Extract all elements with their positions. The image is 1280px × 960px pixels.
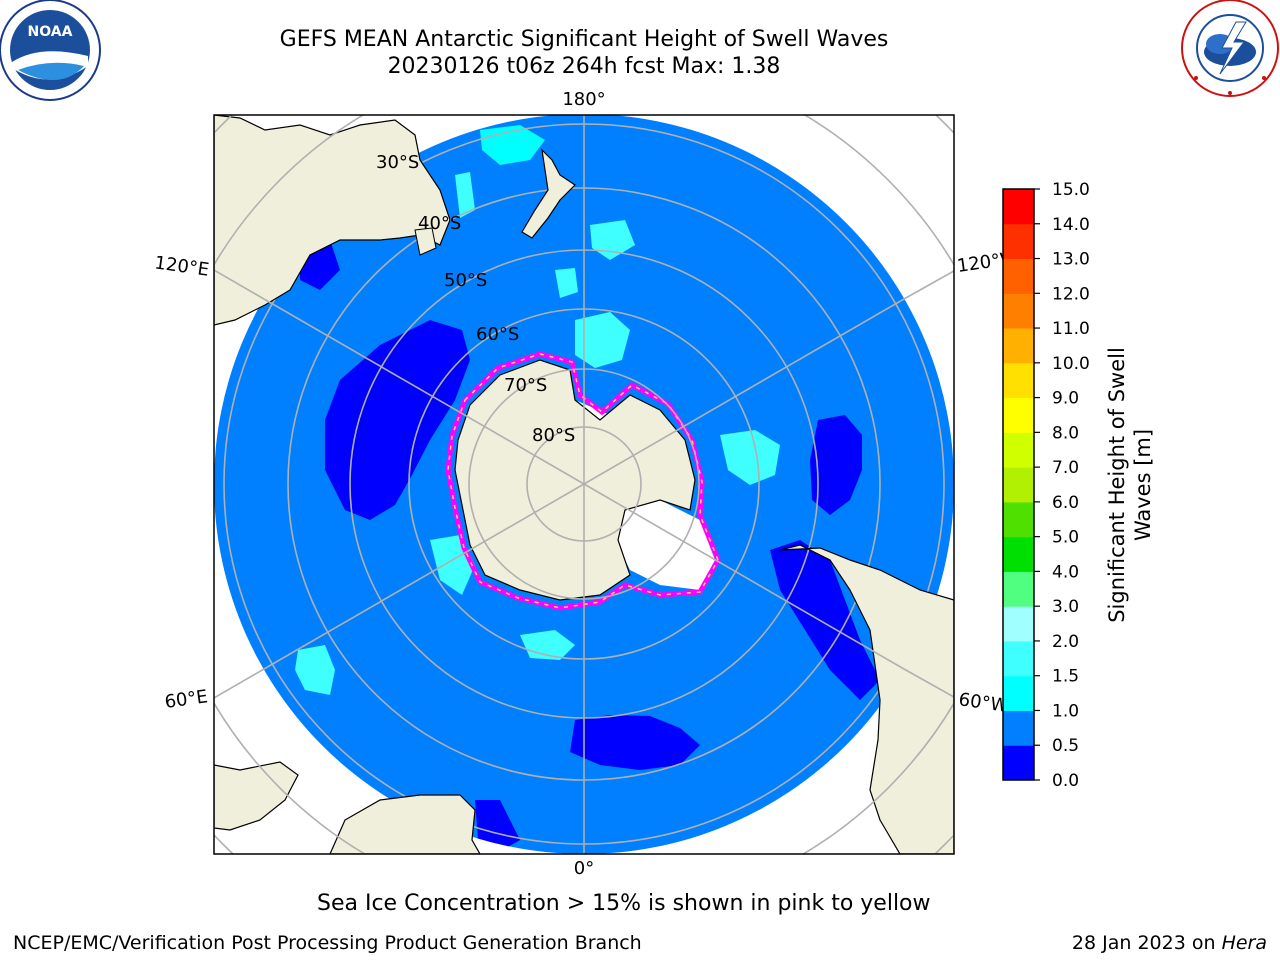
credit-text: NCEP/EMC/Verification Post Processing Pr… [13,932,642,954]
colorbar-label-line1: Significant Height of Swell [1105,347,1129,623]
colorbar-tick-label: 8.0 [1052,423,1079,443]
low-swell-atlantic [570,715,700,770]
nws-logo [1181,0,1279,97]
colorbar-segment [1003,223,1034,260]
new-zealand-land [521,148,576,239]
lon-label-0: 0° [574,858,594,879]
map-frame [213,114,955,855]
colorbar-segment [1003,571,1034,607]
lon-label-180: 180° [562,89,605,110]
longitude-grid [214,115,954,854]
australia-land [214,115,451,326]
colorbar-tick-label: 6.0 [1052,493,1079,513]
colorbar-segment [1003,189,1034,225]
sea-ice-weddell [615,500,715,590]
colorbar-segment [1003,536,1034,572]
cyan-patch-5 [520,630,575,660]
colorbar: 0.0 0.5 1.0 1.5 2.0 3.0 4.0 5.0 6.0 7.0 8.0 9.0 10.0… [1003,180,1090,791]
date-host: Hera [1221,932,1267,954]
cyan-patch-3 [720,430,780,485]
colorbar-tick-label: 5.0 [1052,528,1079,548]
colorbar-segment [1003,328,1034,364]
colorbar-tick-label: 7.0 [1052,458,1079,478]
colorbar-tick-label: 11.0 [1052,319,1090,339]
low-swell-south-africa [475,800,520,854]
antarctica-land [454,359,696,601]
lat-label-80s: 80°S [532,425,575,446]
colorbar-tick-label: 9.0 [1052,389,1079,409]
date-text: 28 Jan 2023 on Hera [1072,932,1267,954]
low-swell-pacific [810,415,862,515]
colorbar-segment [1003,710,1034,746]
date-prefix: 28 Jan 2023 on [1071,932,1222,954]
colorbar-segment [1003,258,1034,294]
sea-ice-high-concentration [447,353,719,609]
colorbar-segment [1003,606,1034,642]
colorbar-tick-label: 3.0 [1052,597,1079,617]
cyan-patch-9 [455,172,475,218]
lon-label-60w: 60°W [957,689,1009,717]
colorbar-tick-label: 0.5 [1052,736,1079,756]
lat-label-60s: 60°S [476,324,519,345]
colorbar-segment [1003,293,1034,329]
lat-label-30s: 30°S [376,152,419,173]
cyan-patch-8 [555,268,578,298]
title-line-1: GEFS MEAN Antarctic Significant Height o… [279,27,889,52]
colorbar-frame [1002,188,1035,781]
colorbar-tick-label: 2.0 [1052,632,1079,652]
lat-label-70s: 70°S [504,375,547,396]
colorbar-tick-label: 13.0 [1052,250,1090,270]
cyan-patch-4 [295,645,335,695]
colorbar-segment [1003,467,1034,503]
south-america-land [779,544,954,854]
colorbar-tick-label: 1.5 [1052,667,1079,687]
colorbar-tick-label: 12.0 [1052,284,1090,304]
lon-label-60e: 60°E [163,686,209,713]
noaa-logo-text: NOAA [28,24,73,40]
polar-map: 30°S 40°S 50°S 60°S 70°S 80°S [214,115,954,854]
colorbar-segment [1003,362,1034,399]
colorbar-segment [1003,501,1034,538]
colorbar-segment [1003,745,1034,781]
colorbar-segment [1003,432,1034,468]
colorbar-tick-label: 10.0 [1052,354,1090,374]
cyan-patch-2 [575,312,630,368]
madagascar-land [214,761,299,831]
title-line-2: 20230126 t06z 264h fcst Max: 1.38 [387,54,781,79]
colorbar-tick-label: 4.0 [1052,562,1079,582]
colorbar-tick-label: 1.0 [1052,701,1079,721]
noaa-logo: NOAA [0,0,101,101]
africa-land [329,794,481,854]
colorbar-label-line2: Waves [m] [1131,429,1155,541]
lon-label-120e: 120°E [153,252,210,280]
colorbar-segment [1003,397,1034,433]
colorbar-segment [1003,675,1034,711]
colorbar-tick-label: 15.0 [1052,180,1090,200]
sea-ice-caption: Sea Ice Concentration > 15% is shown in … [317,891,931,916]
low-swell-indian [325,320,470,520]
colorbar-tick-label: 14.0 [1052,215,1090,235]
colorbar-segment [1003,640,1034,677]
tasmania-land [414,227,437,256]
lat-label-50s: 50°S [444,270,487,291]
lat-label-40s: 40°S [418,213,461,234]
colorbar-tick-label: 0.0 [1052,771,1079,791]
